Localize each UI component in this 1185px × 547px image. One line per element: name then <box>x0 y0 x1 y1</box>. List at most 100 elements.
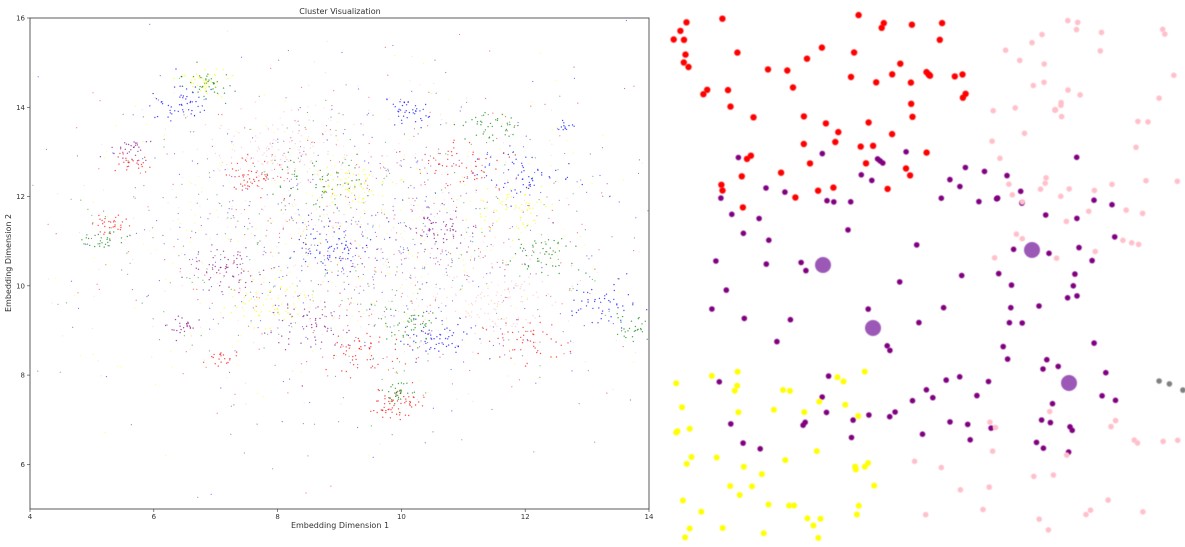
cluster-point <box>573 126 574 127</box>
cluster-point <box>127 153 128 154</box>
scatter-point <box>404 239 405 240</box>
cluster-point <box>315 203 316 204</box>
zoomed-point <box>887 414 893 420</box>
scatter-point <box>420 170 421 171</box>
scatter-point <box>207 199 208 200</box>
scatter-point <box>57 193 58 194</box>
cluster-point <box>241 147 242 148</box>
scatter-point <box>339 306 340 307</box>
scatter-point <box>380 163 381 164</box>
cluster-point <box>463 181 464 182</box>
scatter-point <box>541 267 542 268</box>
scatter-point <box>267 146 268 147</box>
scatter-point <box>307 140 308 141</box>
cluster-point <box>384 407 385 408</box>
cluster-point <box>597 322 598 323</box>
cluster-point <box>493 308 494 309</box>
zoomed-point <box>786 503 792 509</box>
cluster-point <box>114 226 115 227</box>
cluster-point <box>115 170 116 171</box>
scatter-point <box>422 283 423 284</box>
cluster-point <box>580 308 581 309</box>
scatter-point <box>396 183 397 184</box>
scatter-point <box>344 282 345 283</box>
scatter-point <box>160 75 161 76</box>
cluster-point <box>415 319 416 320</box>
scatter-point <box>403 321 404 322</box>
scatter-point <box>570 241 571 242</box>
scatter-point <box>536 215 537 216</box>
scatter-point <box>318 284 319 285</box>
scatter-point <box>164 139 165 140</box>
scatter-point <box>245 295 246 296</box>
cluster-point <box>571 263 572 264</box>
scatter-point <box>461 288 462 289</box>
zoomed-point <box>943 377 949 383</box>
scatter-point <box>423 321 424 322</box>
cluster-point <box>315 320 316 321</box>
cluster-point <box>203 96 204 97</box>
scatter-point <box>37 371 38 372</box>
cluster-point <box>487 188 488 189</box>
scatter-point <box>540 252 541 253</box>
scatter-point <box>369 455 370 456</box>
scatter-point <box>523 146 524 147</box>
cluster-point <box>514 127 515 128</box>
scatter-point <box>337 176 338 177</box>
scatter-point <box>296 185 297 186</box>
cluster-point <box>337 275 338 276</box>
cluster-point <box>332 202 333 203</box>
cluster-point <box>321 341 322 342</box>
cluster-point <box>446 327 447 328</box>
scatter-point <box>415 161 416 162</box>
cluster-point <box>291 140 292 141</box>
cluster-point <box>327 330 328 331</box>
cluster-point <box>382 409 383 410</box>
cluster-point <box>223 87 224 88</box>
cluster-point <box>180 95 181 96</box>
cluster-point <box>222 162 223 163</box>
zoomed-point <box>681 59 687 65</box>
cluster-point <box>255 305 256 306</box>
cluster-point <box>310 346 311 347</box>
cluster-point <box>453 142 454 143</box>
cluster-point <box>528 203 529 204</box>
scatter-point <box>400 287 401 288</box>
zoomed-point <box>850 417 856 423</box>
scatter-point <box>385 275 386 276</box>
scatter-point <box>351 298 352 299</box>
cluster-point <box>319 318 320 319</box>
scatter-point <box>330 261 331 262</box>
cluster-point <box>416 358 417 359</box>
scatter-point <box>605 315 606 316</box>
cluster-point <box>310 233 311 234</box>
cluster-point <box>425 350 426 351</box>
cluster-point <box>287 303 288 304</box>
cluster-point <box>258 180 259 181</box>
cluster-point <box>484 220 485 221</box>
cluster-point <box>571 310 572 311</box>
cluster-point <box>326 139 327 140</box>
scatter-point <box>506 186 507 187</box>
scatter-point <box>359 167 360 168</box>
cluster-point <box>480 342 481 343</box>
cluster-point <box>229 85 230 86</box>
cluster-point <box>388 221 389 222</box>
cluster-point <box>395 239 396 240</box>
cluster-point <box>291 316 292 317</box>
cluster-point <box>412 349 413 350</box>
cluster-point <box>492 268 493 269</box>
scatter-point <box>404 133 405 134</box>
cluster-point <box>359 340 360 341</box>
cluster-point <box>120 229 121 230</box>
scatter-point <box>220 312 221 313</box>
cluster-point <box>342 162 343 163</box>
scatter-point <box>410 275 411 276</box>
scatter-point <box>412 303 413 304</box>
scatter-point <box>340 256 341 257</box>
scatter-point <box>585 361 586 362</box>
cluster-point <box>401 120 402 121</box>
cluster-point <box>113 226 114 227</box>
cluster-point <box>513 151 514 152</box>
cluster-point <box>525 365 526 366</box>
